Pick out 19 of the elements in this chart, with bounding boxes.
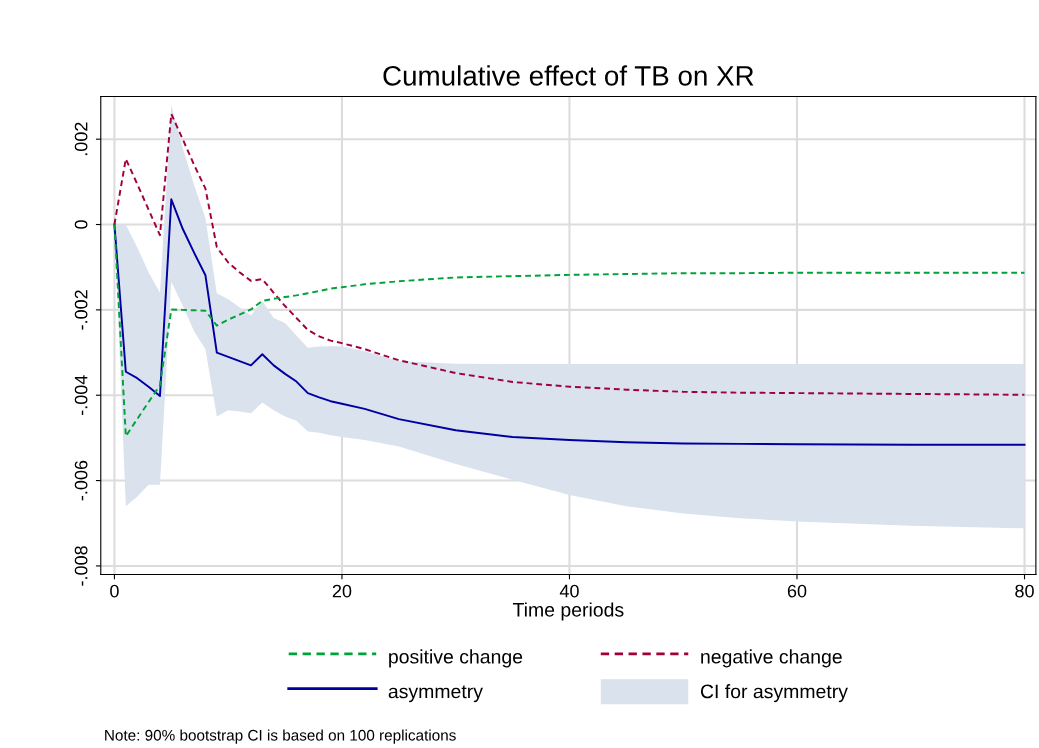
x-tick-label: 0: [110, 584, 119, 598]
x-tick-label: 20: [332, 584, 352, 598]
legend-label: negative change: [701, 649, 842, 668]
y-tick-label: .002: [74, 122, 88, 156]
x-tick-label: 40: [559, 584, 579, 598]
text: CI for asymmetry: [700, 684, 848, 703]
y-tick-label: -.008: [74, 546, 88, 586]
chart-title: Cumulative effect of TB on XR: [383, 65, 754, 86]
y-tick-label: -.004: [74, 375, 88, 415]
legend-label: positive change: [389, 649, 523, 668]
x-axis-title: Time periods: [512, 602, 624, 621]
line-series: [113, 113, 1026, 396]
legend-label: asymmetry: [388, 685, 483, 703]
x-tick-label: 80: [1015, 584, 1034, 598]
y-tick-label: -.006: [74, 460, 88, 501]
y-tick-label: -.002: [74, 290, 88, 330]
text: Note: 90% bootstrap CI is based on 100 replications: [105, 729, 456, 744]
x-tick-label: 60: [787, 584, 807, 598]
y-tick-label: 0: [74, 220, 88, 229]
